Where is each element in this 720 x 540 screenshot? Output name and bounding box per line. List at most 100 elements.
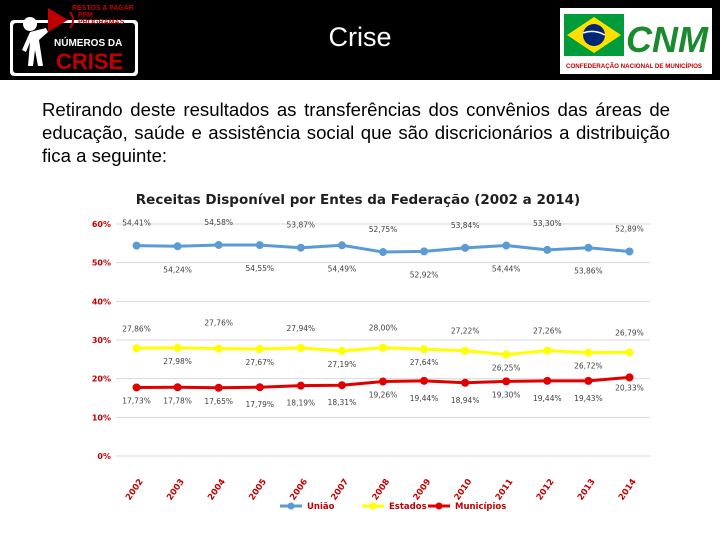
data-label: 20,33%: [615, 383, 644, 392]
data-label: 54,55%: [245, 264, 274, 273]
y-tick-label: 60%: [92, 220, 111, 229]
data-point: [420, 376, 429, 385]
data-point: [337, 241, 346, 250]
data-label: 26,25%: [492, 364, 521, 373]
data-point: [502, 241, 511, 250]
intro-paragraph: Retirando deste resultados as transferên…: [42, 99, 670, 166]
data-label: 18,19%: [287, 399, 316, 408]
data-point: [461, 378, 470, 387]
data-point: [337, 381, 346, 390]
data-label: 52,92%: [410, 270, 439, 279]
data-point: [379, 248, 387, 257]
y-tick-label: 30%: [92, 336, 111, 345]
data-label: 26,72%: [574, 362, 603, 371]
logo-line1: RESTOS A PAGAR: [72, 5, 134, 12]
data-point: [584, 348, 593, 357]
data-label: 18,31%: [328, 398, 357, 407]
data-label: 54,44%: [492, 264, 521, 273]
cnm-logo: CNM CONFEDERAÇÃO NACIONAL DE MUNICÍPIOS: [560, 8, 712, 74]
data-label: 19,44%: [533, 394, 562, 403]
data-point: [625, 247, 634, 256]
data-label: 28,00%: [369, 324, 398, 333]
data-label: 27,86%: [122, 324, 151, 333]
x-tick-label: 2002: [124, 477, 146, 502]
data-point: [214, 344, 223, 353]
data-label: 27,94%: [287, 324, 316, 333]
logo-line5: CRISE: [56, 49, 123, 74]
data-point: [584, 376, 593, 385]
data-label: 18,94%: [451, 396, 480, 405]
data-point: [420, 247, 429, 256]
legend-label: Municípios: [455, 502, 506, 512]
cnm-subtitle: CONFEDERAÇÃO NACIONAL DE MUNICÍPIOS: [566, 62, 702, 70]
x-tick-label: 2012: [535, 477, 557, 502]
data-label: 19,26%: [369, 391, 398, 400]
data-point: [543, 376, 552, 385]
data-label: 53,84%: [451, 221, 480, 230]
data-point: [255, 345, 264, 354]
data-label: 52,75%: [369, 225, 398, 234]
data-label: 54,49%: [328, 264, 357, 273]
data-point: [543, 346, 552, 355]
y-tick-label: 10%: [92, 413, 111, 422]
chart-title: Receitas Disponível por Entes da Federaç…: [136, 192, 580, 208]
data-label: 19,44%: [410, 394, 439, 403]
data-label: 52,89%: [615, 224, 644, 233]
data-label: 17,79%: [245, 400, 274, 409]
x-tick-label: 2010: [453, 477, 475, 502]
data-point: [173, 343, 182, 352]
data-label: 27,98%: [163, 357, 192, 366]
data-point: [584, 243, 593, 252]
data-point: [173, 242, 182, 251]
y-tick-label: 0%: [97, 452, 111, 461]
legend-marker: [369, 502, 377, 510]
data-point: [255, 241, 264, 250]
header-bar: RESTOS A PAGAR FPM PROGRAMAS NÚMEROS DA …: [0, 0, 720, 80]
x-tick-label: 2005: [247, 477, 269, 502]
data-label: 27,22%: [451, 327, 480, 336]
cnm-acronym: CNM: [626, 19, 709, 60]
data-label: 54,41%: [122, 219, 151, 228]
data-point: [296, 343, 305, 352]
data-label: 54,58%: [204, 218, 233, 227]
data-label: 17,73%: [122, 396, 151, 405]
data-label: 53,87%: [287, 221, 316, 230]
data-point: [461, 243, 470, 252]
data-label: 27,67%: [245, 358, 274, 367]
data-label: 17,78%: [163, 396, 192, 405]
data-point: [379, 343, 387, 352]
data-point: [296, 381, 305, 390]
data-label: 17,65%: [204, 397, 233, 406]
data-label: 27,76%: [204, 319, 233, 328]
data-point: [214, 383, 223, 392]
data-label: 27,26%: [533, 327, 562, 336]
legend-label: Estados: [389, 502, 427, 512]
data-point: [461, 346, 470, 355]
x-tick-label: 2006: [288, 477, 310, 502]
numeros-da-crise-logo: RESTOS A PAGAR FPM PROGRAMAS NÚMEROS DA …: [10, 5, 138, 76]
data-label: 27,19%: [328, 360, 357, 369]
data-point: [132, 344, 141, 353]
data-point: [296, 243, 305, 252]
x-tick-label: 2004: [206, 477, 228, 502]
x-tick-label: 2011: [494, 477, 516, 502]
x-tick-label: 2014: [617, 477, 639, 502]
data-point: [379, 377, 387, 386]
data-point: [420, 345, 429, 354]
x-tick-label: 2007: [329, 477, 351, 502]
data-point: [173, 383, 182, 392]
logo-line3: PROGRAMAS: [78, 19, 125, 26]
legend-label: União: [307, 502, 335, 512]
data-point: [214, 240, 223, 249]
x-tick-label: 2009: [412, 477, 434, 502]
data-label: 53,30%: [533, 219, 562, 228]
logo-line2: FPM: [78, 12, 93, 19]
x-tick-label: 2003: [165, 477, 187, 502]
slide-title: Crise: [328, 22, 392, 52]
data-label: 54,24%: [163, 265, 192, 274]
data-point: [625, 373, 634, 382]
logo-line4: NÚMEROS DA: [54, 36, 122, 49]
data-label: 26,79%: [615, 328, 644, 337]
x-tick-label: 2008: [370, 477, 392, 502]
y-tick-label: 20%: [92, 375, 111, 384]
